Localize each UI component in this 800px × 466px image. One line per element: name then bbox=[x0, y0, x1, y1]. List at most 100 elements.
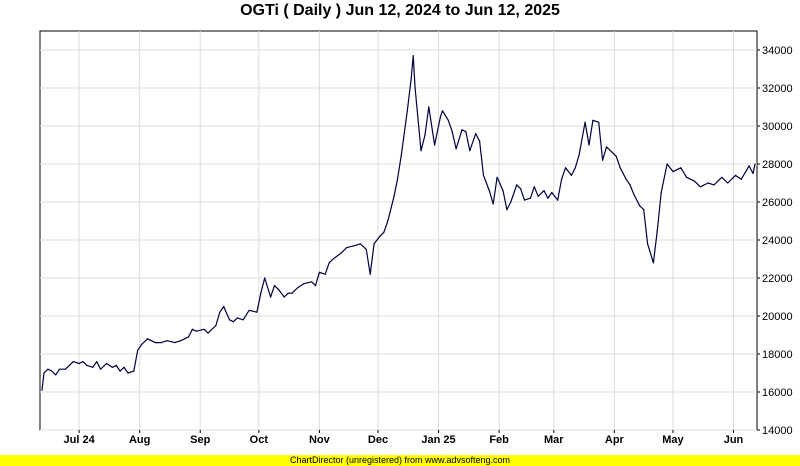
data-point bbox=[256, 311, 258, 313]
data-point bbox=[111, 366, 113, 368]
data-point bbox=[340, 252, 342, 254]
y-tick-label: 26000 bbox=[762, 197, 793, 209]
data-point bbox=[387, 220, 389, 222]
data-point bbox=[506, 209, 508, 211]
data-point bbox=[660, 191, 662, 194]
data-point bbox=[86, 364, 88, 366]
data-point bbox=[441, 110, 444, 112]
data-point bbox=[400, 153, 402, 156]
y-tick-label: 24000 bbox=[762, 235, 793, 247]
data-point bbox=[713, 184, 715, 186]
x-axis: Jul 24 Aug Sep Oct Nov Dec Jan 25 Feb Mar Apr May J… bbox=[64, 430, 744, 446]
data-point bbox=[277, 288, 279, 290]
data-point bbox=[482, 174, 485, 176]
data-point bbox=[592, 119, 594, 121]
data-point bbox=[666, 163, 668, 165]
data-point bbox=[379, 235, 381, 237]
data-point bbox=[523, 199, 526, 201]
data-point bbox=[248, 309, 250, 311]
data-point bbox=[488, 190, 490, 192]
y-tick-label: 20000 bbox=[762, 311, 793, 323]
data-point bbox=[166, 340, 168, 342]
data-point bbox=[137, 349, 139, 351]
data-point bbox=[578, 153, 580, 156]
data-point bbox=[602, 159, 604, 161]
data-point bbox=[154, 342, 156, 344]
data-point bbox=[748, 165, 750, 167]
x-tick-label: Jan 25 bbox=[421, 434, 455, 446]
y-tick-label: 30000 bbox=[762, 121, 793, 133]
data-point bbox=[303, 283, 305, 285]
data-point bbox=[51, 370, 53, 372]
x-tick-label: Feb bbox=[489, 434, 509, 446]
data-point bbox=[270, 296, 272, 298]
x-tick-label: Mar bbox=[544, 434, 564, 446]
data-point bbox=[215, 324, 217, 327]
data-point bbox=[365, 248, 367, 251]
data-point bbox=[639, 205, 641, 207]
data-point bbox=[78, 362, 80, 365]
data-point bbox=[64, 368, 66, 370]
data-point bbox=[643, 209, 645, 211]
data-point bbox=[232, 321, 234, 323]
data-point bbox=[551, 191, 553, 194]
plot-area bbox=[39, 30, 758, 431]
data-point bbox=[537, 195, 539, 197]
data-point bbox=[264, 277, 266, 279]
x-tick-label: May bbox=[662, 434, 684, 446]
x-tick-label: Sep bbox=[190, 434, 210, 446]
data-point bbox=[396, 178, 399, 180]
data-point bbox=[146, 338, 149, 340]
data-point bbox=[314, 285, 317, 287]
data-point bbox=[428, 106, 430, 108]
x-tick-label: Oct bbox=[250, 434, 269, 446]
data-point bbox=[574, 167, 576, 169]
data-point bbox=[611, 152, 614, 154]
data-point bbox=[633, 193, 635, 195]
y-tick-label: 16000 bbox=[762, 387, 793, 399]
data-point bbox=[561, 178, 563, 180]
data-point bbox=[598, 121, 600, 123]
data-point bbox=[160, 342, 162, 344]
data-point bbox=[469, 150, 471, 152]
data-point bbox=[475, 133, 477, 135]
data-point bbox=[96, 361, 98, 363]
data-point bbox=[383, 231, 385, 233]
data-point bbox=[92, 366, 94, 368]
data-point bbox=[410, 77, 412, 80]
data-point bbox=[297, 286, 299, 289]
data-point bbox=[324, 273, 326, 275]
data-point bbox=[615, 155, 617, 157]
data-point bbox=[219, 311, 221, 313]
data-point bbox=[43, 372, 45, 374]
y-tick-label: 14000 bbox=[762, 425, 793, 437]
x-tick-label: Aug bbox=[129, 434, 150, 446]
data-point bbox=[414, 87, 416, 89]
y-tick-label: 22000 bbox=[762, 273, 793, 285]
data-point bbox=[369, 273, 371, 275]
data-point bbox=[228, 319, 231, 321]
data-point bbox=[625, 178, 627, 180]
x-tick-label: Nov bbox=[309, 434, 331, 446]
data-point bbox=[59, 368, 61, 370]
data-point bbox=[424, 134, 426, 137]
data-point bbox=[41, 389, 43, 391]
y-tick-label: 28000 bbox=[762, 159, 793, 171]
data-point bbox=[680, 167, 682, 169]
data-point bbox=[727, 182, 729, 184]
data-point bbox=[686, 176, 688, 178]
data-point bbox=[100, 368, 102, 370]
data-point bbox=[420, 150, 422, 152]
data-point bbox=[479, 140, 481, 142]
footer-text: ChartDirector (unregistered) from www.ad… bbox=[289, 455, 511, 465]
data-point bbox=[447, 119, 449, 121]
data-point bbox=[516, 184, 518, 186]
data-point bbox=[123, 366, 125, 368]
data-point bbox=[752, 172, 754, 175]
data-point bbox=[570, 174, 573, 176]
data-point bbox=[557, 199, 559, 201]
data-point bbox=[223, 305, 225, 308]
data-point bbox=[455, 148, 457, 150]
data-point bbox=[332, 258, 334, 260]
